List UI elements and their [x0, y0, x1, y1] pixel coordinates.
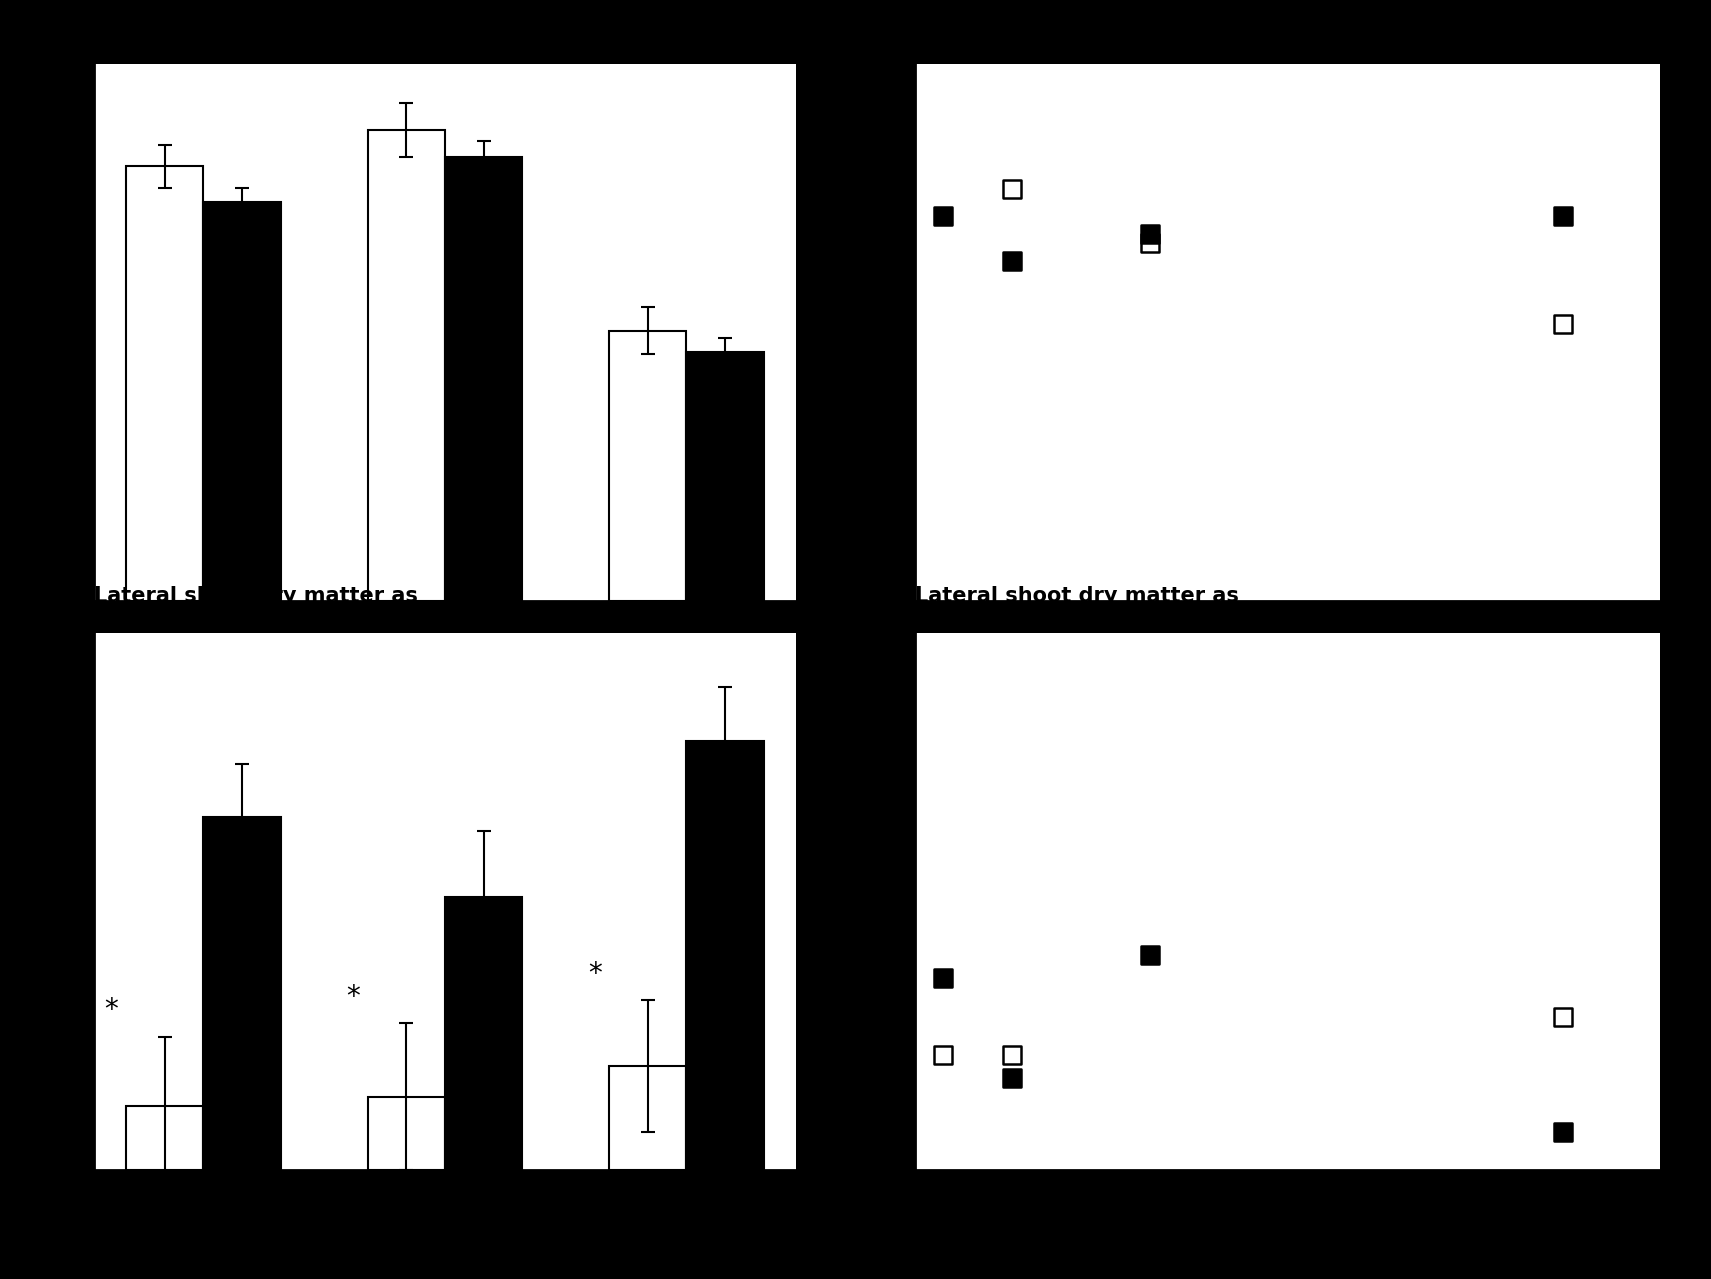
Point [998, 1045, 1025, 1065]
Bar [686, 352, 763, 601]
Point [1136, 233, 1163, 253]
Bar [204, 202, 281, 601]
Text: Lateral shoot dry matter as
% of main shoot dry matter: Lateral shoot dry matter as % of main sh… [915, 586, 1239, 629]
Text: 22°C: 22°C [770, 1219, 814, 1237]
Point [998, 179, 1025, 200]
Text: □: □ [732, 1218, 753, 1238]
Bar [445, 897, 522, 1170]
Point [929, 968, 956, 989]
X-axis label: PGRs: PGRs [414, 1205, 476, 1224]
Point [998, 251, 1025, 271]
Point [1136, 945, 1163, 966]
Bar [609, 331, 686, 601]
Text: Main shoot: Main shoot [94, 40, 224, 60]
Point [1550, 206, 1578, 226]
Bar [127, 1106, 204, 1170]
Bar [445, 157, 522, 601]
Point [1550, 313, 1578, 334]
Bar [127, 166, 204, 601]
Text: Lateral shoot dry matter as
% of main shoot dry matter: Lateral shoot dry matter as % of main sh… [94, 586, 417, 629]
Bar [368, 130, 445, 601]
Bar [368, 1096, 445, 1170]
Bar [204, 817, 281, 1170]
Text: 30°C: 30°C [907, 1219, 951, 1237]
Text: *: * [104, 996, 118, 1024]
X-axis label: IAA Concentration (μM): IAA Concentration (μM) [1182, 1211, 1393, 1229]
Bar [686, 741, 763, 1170]
Text: *: * [589, 959, 602, 987]
Point [929, 206, 956, 226]
Text: ■: ■ [871, 1219, 890, 1237]
Point [929, 1045, 956, 1065]
Point [1136, 224, 1163, 244]
Text: Main shoot: Main shoot [915, 40, 1045, 60]
Point [1550, 1007, 1578, 1027]
Point [1550, 1122, 1578, 1142]
Point [998, 1068, 1025, 1088]
Bar [609, 1065, 686, 1170]
Text: *: * [346, 982, 359, 1010]
